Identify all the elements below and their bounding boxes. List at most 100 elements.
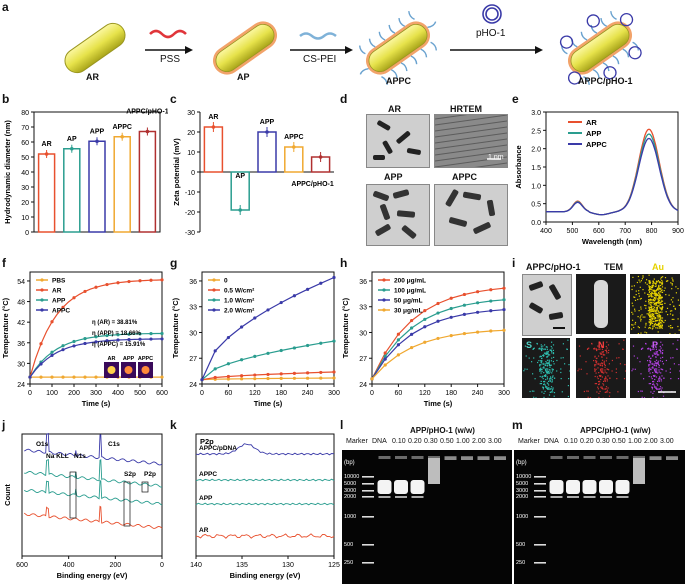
map-p-dot [637, 390, 639, 393]
map-au-dot [650, 293, 652, 295]
map-s-dot [548, 372, 550, 374]
map-au-dot [653, 297, 655, 299]
map-s-dot [535, 397, 537, 398]
f-ytick-label: 42 [17, 320, 25, 327]
map-s-dot [546, 364, 548, 366]
gel-m-minor-band [616, 496, 629, 498]
j-xtick-label: 200 [109, 562, 121, 569]
map-p-dot [632, 345, 635, 347]
map-au-dot [640, 320, 642, 322]
map-p-dot [658, 388, 660, 390]
map-au-dot [660, 325, 662, 327]
map-au-dot [648, 299, 650, 301]
map-au-dot [657, 305, 659, 307]
f-xtick-label: 0 [28, 390, 32, 397]
map-au-dot [648, 293, 650, 295]
map-p-dot [645, 342, 647, 345]
map-n-dot [606, 347, 608, 349]
gel-m-retained [649, 457, 662, 460]
map-p-dot [634, 368, 636, 370]
map-au-dot [660, 291, 662, 293]
map-p-dot [652, 381, 654, 383]
map-s-dot [549, 377, 551, 380]
map-au-dot [652, 283, 654, 285]
c-point [292, 145, 296, 149]
map-au-dot [674, 308, 676, 310]
k-xtick-label: 140 [190, 562, 202, 569]
map-au-dot [644, 316, 646, 318]
map-n-dot [602, 354, 604, 356]
map-au-dot [661, 327, 663, 329]
f-legend-2: APP [52, 298, 66, 305]
map-n-dot [606, 378, 608, 380]
gel-m-well [550, 456, 563, 459]
map-p-dot [654, 352, 656, 354]
map-p-dot [657, 360, 659, 362]
map-au-dot [658, 301, 660, 303]
gel-m-bp-mark-6: 250 [516, 560, 525, 566]
map-s-dot [542, 367, 544, 369]
map-s-dot [548, 372, 550, 374]
arrow-pss [145, 29, 193, 54]
map-n-dot [599, 352, 601, 354]
map-p-dot [656, 353, 658, 355]
k-series-label-1: APPC [199, 471, 217, 478]
map-p-dot [653, 384, 655, 386]
map-p-dot [661, 375, 663, 377]
map-s-dot [551, 368, 553, 370]
map-p-dot [653, 375, 655, 377]
map-au-dot [649, 290, 651, 292]
map-au-dot [655, 296, 657, 298]
map-s-dot [560, 378, 562, 380]
k-spectrum-3 [195, 533, 335, 539]
gel-m-ladder-band [534, 490, 546, 492]
map-au-dot [652, 296, 654, 298]
map-au-dot [658, 320, 660, 322]
map-n-dot [600, 386, 602, 388]
map-s-dot [546, 368, 548, 370]
map-p-dot [662, 369, 664, 371]
map-s-dot [548, 369, 550, 371]
map-s-dot [543, 381, 545, 383]
map-au-dot [658, 286, 660, 288]
map-n-dot [604, 388, 606, 390]
map-au-dot [634, 323, 636, 325]
map-au-dot [656, 302, 658, 304]
f-inset-label-1: APP [123, 356, 135, 362]
map-au-dot [659, 293, 661, 295]
map-au-dot [659, 327, 661, 329]
k-xtick-label: 135 [236, 562, 248, 569]
map-s-dot [569, 370, 570, 372]
h-ylabel: Temperature (°C) [341, 297, 350, 358]
map-au-dot [652, 281, 654, 283]
map-au-dot [646, 313, 648, 315]
map-p-dot [657, 384, 659, 386]
panel-letter-a: a [2, 0, 9, 14]
panel-letter-h: h [340, 256, 348, 270]
map-n-dot [600, 353, 602, 355]
map-p-dot [655, 348, 657, 350]
gel-l-plasmid-band [410, 480, 425, 494]
map-au-dot [648, 280, 650, 282]
map-n-dot [598, 372, 600, 374]
map-s-dot [542, 388, 544, 390]
gel-l-lane-0: Marker [346, 438, 368, 445]
map-p-dot [662, 363, 664, 365]
map-s-dot [547, 353, 549, 355]
h-series-2 [371, 309, 505, 380]
map-au-dot [658, 312, 660, 314]
map-au-dot [655, 324, 657, 326]
map-n-dot [599, 375, 601, 377]
map-p-dot [654, 361, 656, 363]
label-appc: APPC [386, 76, 412, 86]
g-ytick-label: 30 [189, 330, 197, 337]
map-p-dot [652, 367, 654, 369]
map-n-dot [605, 345, 607, 348]
map-au-dot [632, 313, 634, 315]
map-s-dot [539, 370, 541, 372]
label-ar: AR [86, 72, 99, 82]
map-n-dot [605, 360, 607, 362]
gel-m-lane-3: 0.20 [580, 438, 594, 445]
map-au-dot [639, 298, 641, 300]
b-ytick-label: 50 [21, 155, 29, 162]
